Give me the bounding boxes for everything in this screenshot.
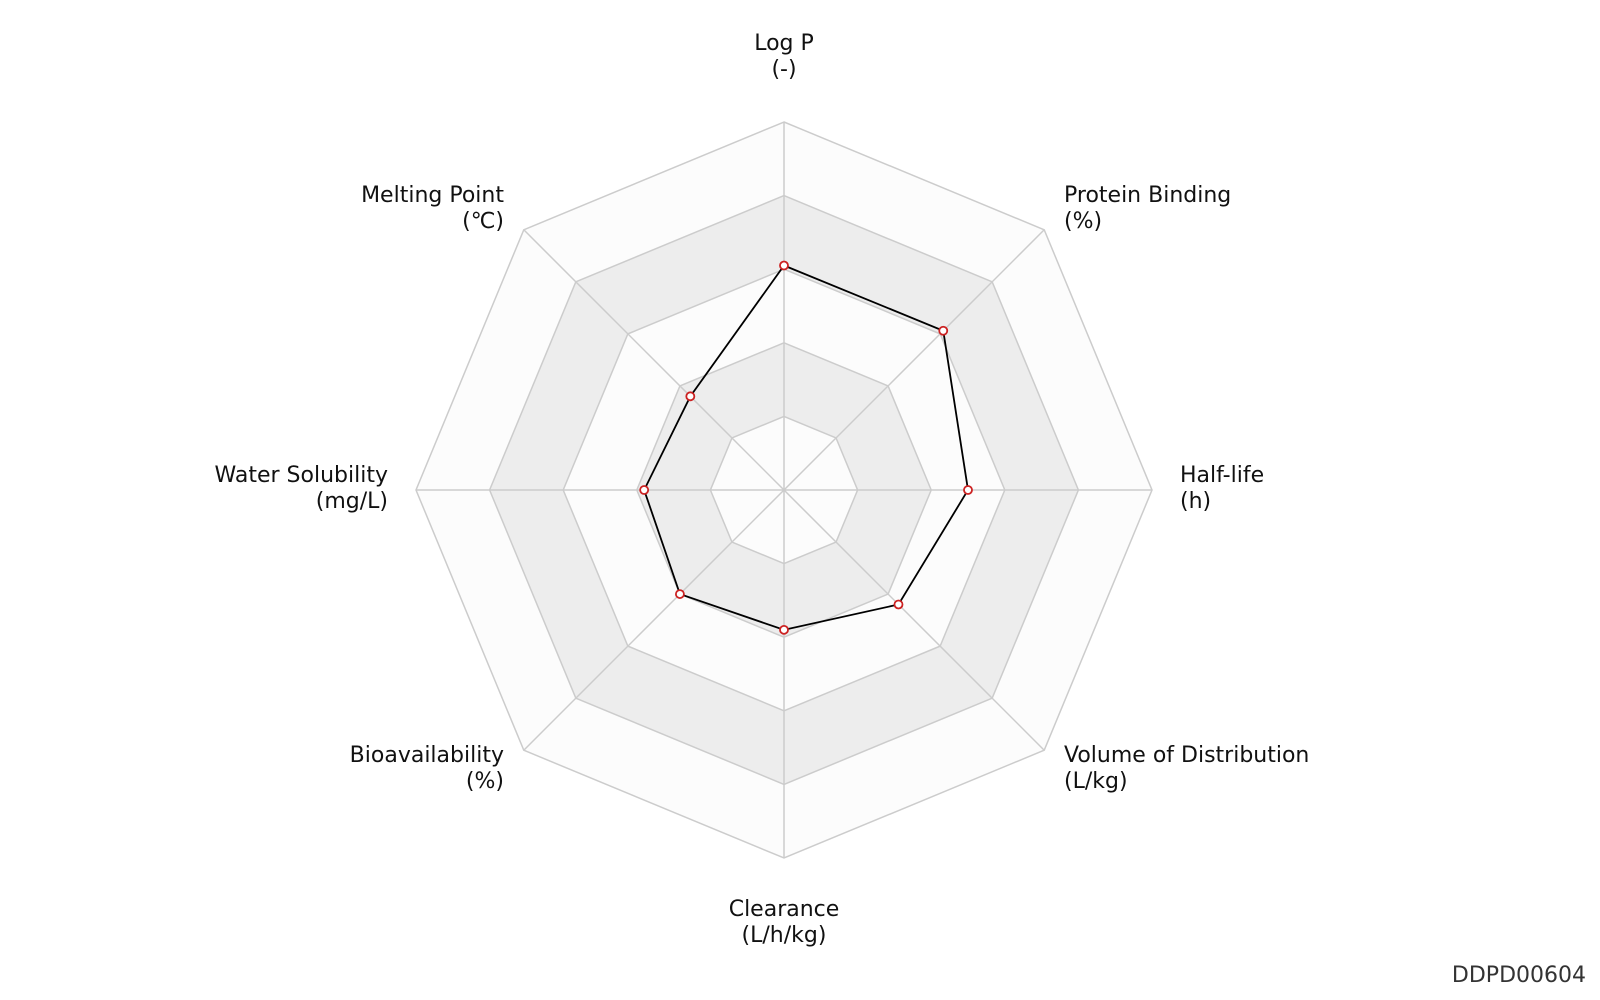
data-point-2	[938, 325, 949, 336]
axis-label-8: Melting Point(℃)	[361, 183, 504, 234]
axis-unit: (-)	[771, 57, 796, 82]
axis-unit: (h)	[1180, 489, 1211, 514]
axis-unit: (%)	[466, 769, 504, 794]
axis-unit: (mg/L)	[316, 489, 388, 514]
axis-label-5: Clearance(L/h/kg)	[729, 897, 840, 948]
data-point-6	[675, 589, 685, 599]
axis-unit: (L/h/kg)	[742, 923, 827, 948]
data-point-1	[779, 260, 789, 271]
data-point-4	[893, 599, 904, 610]
axis-unit: (℃)	[462, 209, 504, 234]
spoke-2	[783, 229, 1045, 491]
data-point-5	[779, 624, 789, 635]
radar-spokes	[416, 122, 1152, 858]
data-point-7	[639, 485, 650, 495]
axis-name: Half-life	[1180, 463, 1264, 488]
axis-name: Log P	[754, 31, 814, 56]
axis-unit: (L/kg)	[1064, 769, 1128, 794]
data-point-8	[685, 391, 696, 402]
radar-series	[639, 260, 973, 635]
axis-name: Volume of Distribution	[1064, 743, 1309, 768]
axis-name: Melting Point	[361, 183, 504, 208]
axis-unit: (%)	[1064, 209, 1102, 234]
axis-name: Water Solubility	[215, 463, 388, 488]
axis-name: Bioavailability	[350, 743, 504, 768]
axis-name: Clearance	[729, 897, 840, 922]
spoke-6	[523, 489, 785, 751]
spoke-4	[783, 489, 1045, 751]
data-point-3	[963, 485, 973, 495]
axis-name: Protein Binding	[1064, 183, 1231, 208]
axis-labels: Log P(-)Protein Binding(%)Half-life(h)Vo…	[215, 31, 1310, 948]
axis-label-4: Volume of Distribution(L/kg)	[1064, 743, 1309, 794]
chart-id-watermark: DDPD00604	[1451, 963, 1586, 988]
axis-label-3: Half-life(h)	[1180, 463, 1264, 514]
axis-label-1: Log P(-)	[754, 31, 814, 82]
axis-label-6: Bioavailability(%)	[350, 743, 504, 794]
spoke-8	[523, 229, 785, 491]
axis-label-2: Protein Binding(%)	[1064, 183, 1231, 234]
axis-label-7: Water Solubility(mg/L)	[215, 463, 388, 514]
